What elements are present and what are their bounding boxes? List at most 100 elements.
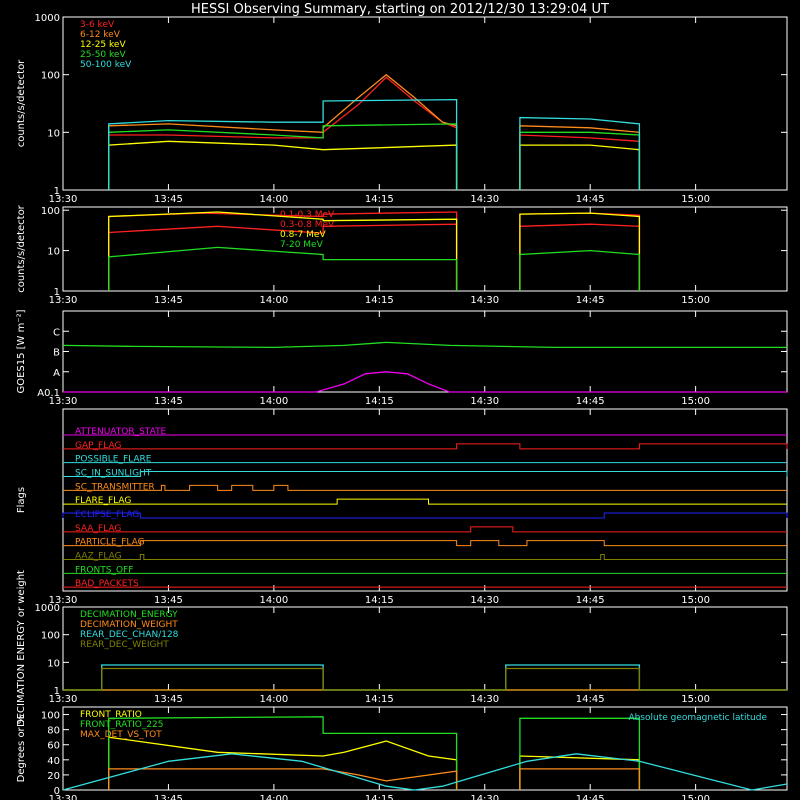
flag-label: SAA_FLAG <box>75 524 121 534</box>
series-line <box>108 736 458 790</box>
flag-line <box>63 443 788 450</box>
plot-frame <box>62 16 788 191</box>
series-line <box>62 341 787 349</box>
x-tick-label: 14:30 <box>470 694 499 705</box>
legend-entry: DECIMATION_ENERGY <box>80 610 178 620</box>
flag-label: FRONTS_OFF <box>75 565 133 575</box>
y-tick-label: 100 <box>41 711 60 722</box>
flag-line <box>63 498 787 505</box>
legend-entry: 0.1-0.3 MeV <box>280 210 335 220</box>
flag-label: BAD_PACKETS <box>75 579 139 589</box>
y-tick-label: 100 <box>41 206 60 217</box>
x-tick-label: 13:30 <box>49 595 78 606</box>
series-line <box>108 73 458 190</box>
x-tick-label: 14:30 <box>470 595 499 606</box>
x-tick-label: 14:15 <box>365 794 394 800</box>
x-tick-label: 14:30 <box>470 194 499 205</box>
x-tick-label: 13:30 <box>49 694 78 705</box>
series-line <box>108 716 458 790</box>
y-tick-label: 1 <box>54 686 60 697</box>
y-tick-label: 1 <box>54 186 60 197</box>
y-tick-label: 100 <box>41 71 60 82</box>
legend-entry: REAR_DEC_CHAN/128 <box>80 630 179 640</box>
plot-frame <box>62 408 788 592</box>
panel-high-energy-rates: 13:30 13:45 14:00 14:15 14:30 14:45 15:00 1 10 10… <box>16 204 788 306</box>
y-tick-label: 1 <box>54 287 60 298</box>
panel-goes: 13:30 13:45 14:00 14:15 14:30 14:45 15:00 A0.1 A… <box>16 309 788 407</box>
panel-count-rates: 13:30 13:45 14:00 14:15 14:30 14:45 15:00 1 10 10… <box>16 13 788 205</box>
x-tick-label: 14:15 <box>365 694 394 705</box>
series-line <box>519 116 641 190</box>
x-tick-label: 13:30 <box>49 295 78 306</box>
legend-entry: MAX_DET_VS_TOT <box>80 730 162 740</box>
flag-label: POSSIBLE_FLARE <box>75 455 152 465</box>
flag-line <box>63 554 787 560</box>
y-axis-label: Flags <box>16 487 27 513</box>
series-line <box>519 717 641 790</box>
x-tick-label: 13:45 <box>154 295 183 306</box>
x-tick-label: 13:45 <box>154 396 183 407</box>
x-tick-label: 14:15 <box>365 396 394 407</box>
y-tick-label: 20 <box>47 771 60 782</box>
legend-entry: DECIMATION_WEIGHT <box>80 620 178 630</box>
legend-entry: 0.8-7 MeV <box>280 230 326 240</box>
y-tick-label: 10 <box>47 128 60 139</box>
series-line <box>519 212 641 291</box>
y-tick-label: 1000 <box>35 13 60 24</box>
flag-line <box>63 484 787 491</box>
flag-line <box>62 512 788 519</box>
legend-entry: 3-6 keV <box>80 20 115 30</box>
x-tick-label: 14:15 <box>365 194 394 205</box>
legend-entry: 0.3-0.8 MeV <box>280 220 335 230</box>
series-line <box>62 753 788 791</box>
figure-title: HESSI Observing Summary, starting on 201… <box>191 2 609 17</box>
flag-label: GAP_FLAG <box>75 441 121 451</box>
y-tick-label: 80 <box>47 726 60 737</box>
panel-flags: 13:30 13:45 14:00 14:15 14:30 14:45 15:00 Flags… <box>16 408 788 606</box>
x-tick-label: 14:45 <box>576 396 605 407</box>
series-line <box>108 123 458 190</box>
x-tick-label: 13:45 <box>154 694 183 705</box>
series-line <box>108 98 458 190</box>
y-tick-label: 0 <box>54 786 60 797</box>
x-tick-label: 13:45 <box>154 595 183 606</box>
x-tick-label: 14:30 <box>470 396 499 407</box>
series-line <box>519 768 641 790</box>
flag-label: PARTICLE_FLAG <box>75 538 145 548</box>
flag-label: FLARE_FLAG <box>75 496 131 506</box>
flag-label: AAZ_FLAG <box>75 552 122 562</box>
flag-line <box>63 540 787 547</box>
y-axis-label: counts/s/detector <box>16 59 27 147</box>
flag-line <box>63 526 787 533</box>
x-tick-label: 14:45 <box>576 694 605 705</box>
y-tick-label: 10 <box>47 247 60 258</box>
series-line <box>108 768 458 790</box>
annotation-label: Absolute geomagnetic latitude <box>628 713 767 723</box>
x-tick-label: 13:30 <box>49 194 78 205</box>
x-tick-label: 14:00 <box>259 295 288 306</box>
y-tick-label: B <box>53 348 60 359</box>
legend-entry: 25-50 keV <box>80 50 126 60</box>
y-axis-label: GOES15 [W m⁻²] <box>16 309 27 393</box>
x-tick-label: 14:30 <box>470 295 499 306</box>
x-tick-label: 14:15 <box>365 595 394 606</box>
x-tick-label: 15:00 <box>681 595 710 606</box>
series-line <box>63 667 787 691</box>
y-axis-label: Degrees or % <box>16 715 27 783</box>
x-tick-label: 15:00 <box>681 295 710 306</box>
x-tick-label: 14:45 <box>576 194 605 205</box>
x-tick-label: 13:30 <box>49 794 78 800</box>
x-tick-label: 15:00 <box>681 396 710 407</box>
y-tick-label: 40 <box>47 756 60 767</box>
flag-label: SC_IN_SUNLIGHT <box>75 469 152 479</box>
x-tick-label: 13:30 <box>49 396 78 407</box>
x-tick-label: 13:45 <box>154 194 183 205</box>
y-tick-label: A0.1 <box>37 388 60 399</box>
y-tick-label: 1000 <box>35 603 60 614</box>
series-line <box>108 211 458 291</box>
plot-frame <box>62 706 788 791</box>
y-tick-label: 60 <box>47 741 60 752</box>
y-tick-label: A <box>53 368 60 379</box>
x-tick-label: 14:45 <box>576 794 605 800</box>
